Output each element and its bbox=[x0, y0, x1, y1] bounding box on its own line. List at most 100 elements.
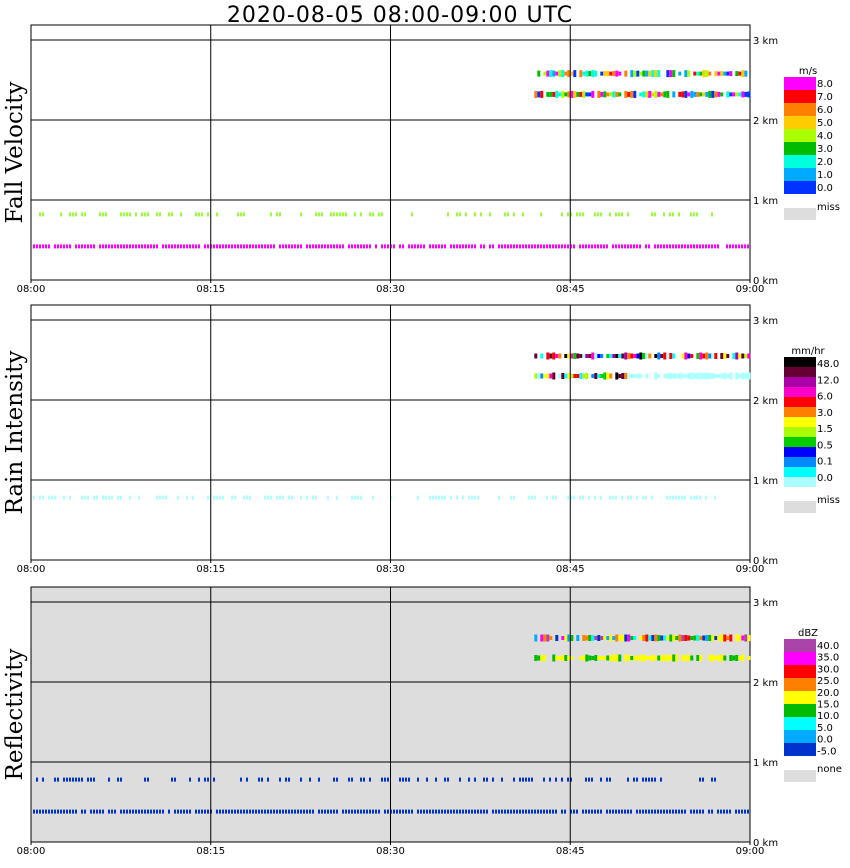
layer-cell bbox=[552, 372, 556, 380]
layer-cell bbox=[696, 373, 700, 379]
layer-cell bbox=[618, 212, 620, 217]
layer-cell bbox=[621, 244, 623, 249]
layer-cell bbox=[84, 244, 86, 249]
layer-cell bbox=[747, 91, 751, 98]
layer-cell bbox=[102, 495, 104, 500]
layer-cell bbox=[108, 809, 110, 814]
layer-cell bbox=[270, 244, 272, 249]
layer-cell bbox=[384, 809, 386, 814]
layer-cell bbox=[681, 374, 685, 378]
layer-cell bbox=[633, 354, 637, 358]
layer-cell bbox=[684, 635, 688, 641]
layer-cell bbox=[531, 809, 533, 814]
layer-cell bbox=[567, 91, 571, 98]
layer-cell bbox=[735, 244, 737, 249]
layer-cell bbox=[309, 809, 311, 814]
layer-cell bbox=[519, 244, 521, 249]
layer-cell bbox=[567, 353, 571, 359]
layer-cell bbox=[663, 655, 667, 661]
layer-cell bbox=[318, 244, 320, 249]
layer-cell bbox=[105, 495, 107, 500]
layer-cell bbox=[648, 635, 652, 641]
panels: 08:00 08:15 08:30 08:45 09:000 km1 km2 km3 k… bbox=[2, 24, 842, 857]
layer-cell bbox=[450, 809, 452, 814]
layer-cell bbox=[243, 244, 245, 249]
layer-cell bbox=[606, 636, 610, 640]
layer-cell bbox=[648, 777, 650, 782]
layer-cell bbox=[357, 495, 359, 500]
layer-cell bbox=[195, 809, 197, 814]
layer-cell bbox=[714, 91, 718, 98]
layer-cell bbox=[60, 244, 62, 249]
layer-cell bbox=[579, 244, 581, 249]
layer-cell bbox=[606, 655, 610, 661]
layer-cell bbox=[441, 809, 443, 814]
layer-cell bbox=[120, 212, 122, 217]
layer-cell bbox=[168, 809, 170, 814]
layer-cell bbox=[537, 244, 539, 249]
layer-cell bbox=[300, 244, 302, 249]
layer-cell bbox=[231, 495, 233, 500]
layer-cell bbox=[384, 777, 386, 782]
layer-cell bbox=[252, 809, 254, 814]
layer-cell bbox=[111, 809, 113, 814]
colorbar-label: 25.0 bbox=[817, 676, 839, 687]
layer-cell bbox=[618, 71, 622, 76]
layer-cell bbox=[531, 495, 533, 500]
layer-upper-layer bbox=[537, 70, 748, 78]
layer-cell bbox=[705, 244, 707, 249]
layer-cell bbox=[486, 809, 488, 814]
layer-cell bbox=[567, 244, 569, 249]
x-tick-label: 08:15 bbox=[196, 284, 225, 295]
layer-cell bbox=[159, 809, 161, 814]
layer-cell bbox=[720, 373, 724, 379]
colorbar-label: 1.5 bbox=[817, 424, 833, 435]
layer-cell bbox=[93, 809, 95, 814]
layer-cell bbox=[714, 656, 718, 660]
layer-cell bbox=[693, 635, 697, 641]
colorbar-swatch bbox=[784, 181, 816, 194]
layer-cell bbox=[219, 244, 221, 249]
layer-cell bbox=[546, 809, 548, 814]
layer-cell bbox=[330, 809, 332, 814]
layer-cell bbox=[522, 809, 524, 814]
colorbar-swatch bbox=[784, 427, 816, 437]
layer-cell bbox=[609, 373, 613, 379]
layer-cell bbox=[579, 354, 583, 358]
layer-cell bbox=[621, 212, 623, 217]
layer-cell bbox=[36, 809, 38, 814]
layer-cell bbox=[144, 809, 146, 814]
layer-cell bbox=[747, 809, 749, 814]
layer-cell bbox=[408, 244, 410, 249]
layer-cell bbox=[486, 777, 488, 782]
layer-cell bbox=[243, 212, 245, 217]
layer-cell bbox=[582, 212, 584, 217]
layer-cell bbox=[675, 244, 677, 249]
layer-cell bbox=[543, 809, 545, 814]
layer-cell bbox=[300, 495, 302, 500]
colorbar-label: 12.0 bbox=[817, 375, 839, 386]
layer-cell bbox=[435, 495, 437, 500]
colorbar-swatch bbox=[784, 387, 816, 397]
layer-cell bbox=[624, 809, 626, 814]
layer-cell bbox=[456, 244, 458, 249]
layer-cell bbox=[312, 495, 314, 500]
layer-cell bbox=[444, 809, 446, 814]
layer-cell bbox=[135, 809, 137, 814]
layer-cell bbox=[201, 212, 203, 217]
layer-cell bbox=[618, 244, 620, 249]
layer-cell bbox=[690, 809, 692, 814]
layer-cell bbox=[147, 244, 149, 249]
layer-cell bbox=[60, 809, 62, 814]
layer-cell bbox=[720, 654, 724, 662]
layer-cell bbox=[588, 244, 590, 249]
colorbar-swatch bbox=[784, 129, 816, 142]
layer-cell bbox=[69, 777, 71, 782]
layer-cell bbox=[651, 654, 655, 662]
layer-cell bbox=[729, 372, 733, 380]
layer-cell bbox=[609, 634, 613, 642]
layer-cell bbox=[351, 495, 353, 500]
layer-cell bbox=[282, 244, 284, 249]
layer-cell bbox=[699, 372, 703, 380]
layer-cell bbox=[318, 777, 320, 782]
